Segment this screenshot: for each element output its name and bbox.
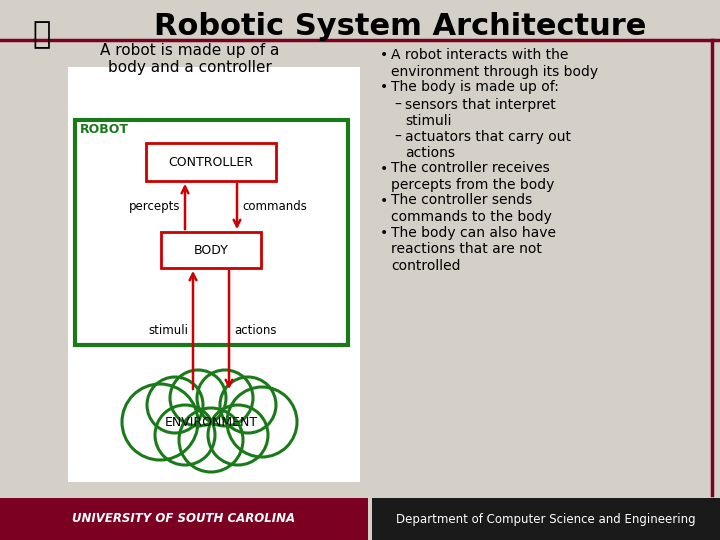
Text: •: •	[380, 80, 388, 94]
Text: percepts: percepts	[128, 200, 180, 213]
Text: –: –	[394, 98, 401, 111]
Text: The body is made up of:: The body is made up of:	[391, 80, 559, 94]
Text: BODY: BODY	[194, 244, 228, 256]
Circle shape	[227, 387, 297, 457]
Circle shape	[170, 370, 226, 426]
Text: commands: commands	[242, 200, 307, 213]
Text: ROBOT: ROBOT	[80, 123, 129, 136]
Text: actions: actions	[234, 323, 276, 336]
FancyBboxPatch shape	[161, 232, 261, 268]
Circle shape	[208, 405, 268, 465]
Text: •: •	[380, 161, 388, 176]
Text: The body can also have
reactions that are not
controlled: The body can also have reactions that ar…	[391, 226, 556, 273]
Text: Department of Computer Science and Engineering: Department of Computer Science and Engin…	[396, 512, 696, 525]
Text: actuators that carry out
actions: actuators that carry out actions	[405, 130, 571, 160]
Circle shape	[147, 377, 203, 433]
Text: The controller sends
commands to the body: The controller sends commands to the bod…	[391, 193, 552, 224]
Bar	[0, 498, 368, 540]
FancyBboxPatch shape	[75, 120, 348, 345]
Text: –: –	[394, 130, 401, 144]
Text: sensors that interpret
stimuli: sensors that interpret stimuli	[405, 98, 556, 128]
Text: ENVIRONMENT: ENVIRONMENT	[164, 415, 258, 429]
Circle shape	[197, 370, 253, 426]
Text: •: •	[380, 193, 388, 207]
Bar	[372, 498, 720, 540]
Text: •: •	[380, 48, 388, 62]
Text: stimuli: stimuli	[148, 323, 188, 336]
FancyBboxPatch shape	[146, 143, 276, 181]
Text: CONTROLLER: CONTROLLER	[168, 156, 253, 168]
Text: A robot is made up of a
body and a controller: A robot is made up of a body and a contr…	[100, 43, 279, 76]
Text: A robot interacts with the
environment through its body: A robot interacts with the environment t…	[391, 48, 598, 79]
Text: •: •	[380, 226, 388, 240]
Circle shape	[179, 408, 243, 472]
FancyBboxPatch shape	[68, 67, 360, 482]
Text: Robotic System Architecture: Robotic System Architecture	[154, 12, 646, 41]
Circle shape	[220, 377, 276, 433]
Circle shape	[122, 384, 198, 460]
Text: 🏛: 🏛	[33, 20, 51, 49]
Text: UNIVERSITY OF SOUTH CAROLINA: UNIVERSITY OF SOUTH CAROLINA	[73, 512, 296, 525]
Circle shape	[155, 405, 215, 465]
Text: The controller receives
percepts from the body: The controller receives percepts from th…	[391, 161, 554, 192]
